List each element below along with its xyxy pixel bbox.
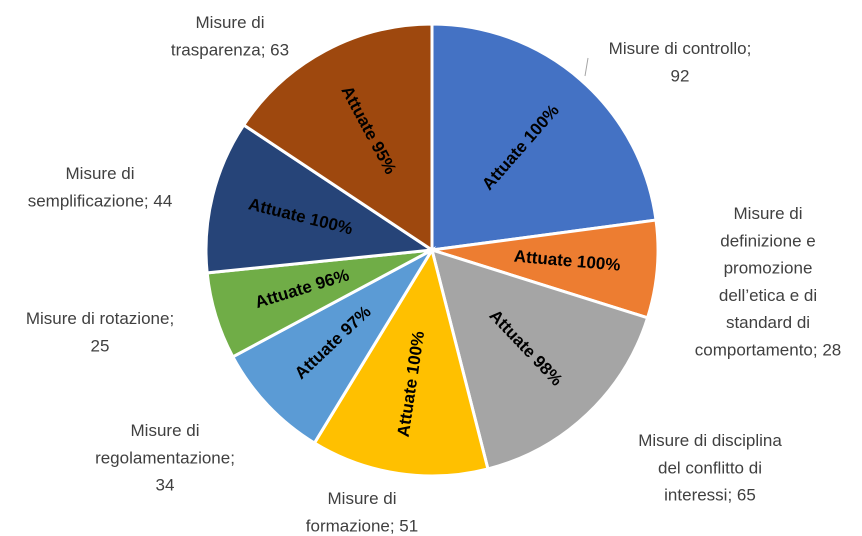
pie-slice: [430, 22, 658, 252]
leader-line: [584, 57, 589, 77]
data-label-line: 25: [91, 337, 110, 356]
data-label-line: trasparenza; 63: [171, 41, 289, 60]
pie-slice: [230, 246, 437, 446]
data-label: Misure di regolamentazione; 34: [95, 421, 235, 495]
data-label-line: dell’etica e di: [719, 286, 817, 305]
data-label-line: Misure di rotazione;: [26, 309, 174, 328]
data-label-line: del conflitto di: [658, 459, 762, 478]
data-label: Misure di trasparenza; 63: [171, 13, 289, 59]
data-label-line: Misure di: [734, 204, 803, 223]
pie-slice: [204, 122, 437, 275]
data-label-line: standard di: [726, 314, 810, 333]
data-label-line: regolamentazione;: [95, 449, 235, 468]
data-label-line: interessi; 65: [664, 486, 756, 505]
data-label: Misure di formazione; 51: [306, 489, 418, 535]
data-label-line: Misure di: [131, 421, 200, 440]
data-label: Misure di disciplina del conflitto di inte…: [638, 431, 782, 505]
data-label-line: Misure di controllo;: [609, 39, 752, 58]
data-label-line: Misure di: [328, 489, 397, 508]
data-label-line: comportamento; 28: [695, 341, 841, 360]
data-label-line: 34: [156, 476, 175, 495]
data-label: Misure di controllo; 92: [609, 39, 752, 85]
data-label-line: definizione e: [720, 232, 815, 251]
data-label-line: promozione: [724, 259, 813, 278]
pie-slice: [312, 246, 490, 478]
pie-slice: [241, 22, 434, 253]
pie-slice: [429, 247, 650, 471]
data-label-line: semplificazione; 44: [28, 192, 173, 211]
data-label: Misure di semplificazione; 44: [28, 164, 173, 210]
data-label-line: Misure di disciplina: [638, 431, 782, 450]
data-label: Misure di rotazione; 25: [26, 309, 174, 355]
data-label-line: 92: [671, 67, 690, 86]
data-label: Misure di definizione e promozione dell’eti…: [695, 204, 841, 360]
data-label-line: Misure di: [196, 13, 265, 32]
data-label-line: formazione; 51: [306, 517, 418, 536]
data-label-line: Misure di: [66, 164, 135, 183]
